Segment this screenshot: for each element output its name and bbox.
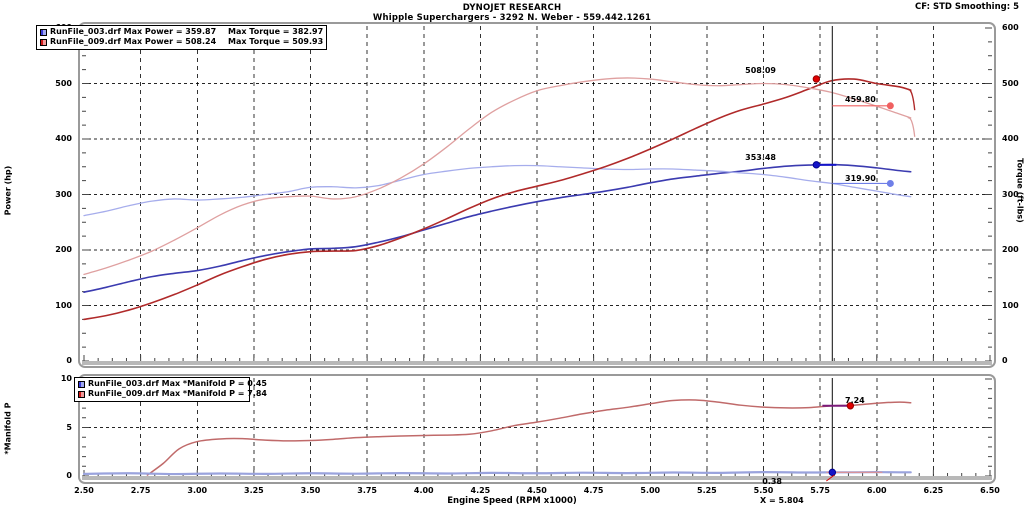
y-tick-torque-600: 600 [1002, 23, 1019, 32]
x-tick-5.25: 5.25 [697, 486, 717, 495]
legend-torque-run003: Max Torque = 382.97 [228, 27, 324, 36]
x-tick-2.50: 2.50 [74, 486, 94, 495]
legend-label-run009: RunFile_009.drf Max Power = 508.24 [50, 37, 217, 46]
legend-boost-run003: RunFile_003.drf Max *Manifold P = 0.45 [88, 379, 267, 388]
manifold-pressure-plot-area[interactable] [80, 376, 994, 482]
marker-power-009 [812, 75, 821, 83]
x-axis-title: Engine Speed (RPM x1000) [447, 496, 577, 506]
header-title-line1: DYNOJET RESEARCH [462, 3, 562, 13]
x-tick-5.00: 5.00 [640, 486, 661, 495]
y-axis-title-power: Power (hp) [3, 165, 13, 216]
boost-curve-1 [82, 471, 912, 476]
legend-power-torque: RunFile_003.drf Max Power = 359.87 Max T… [36, 25, 328, 50]
legend-swatch-blue-icon [40, 28, 47, 36]
legend-swatch-red-icon [78, 390, 85, 398]
header-title-line2: Whipple Superchargers - 3292 N. Weber - … [372, 13, 652, 23]
y-tick-power-500: 500 [55, 78, 72, 88]
x-tick-4.75: 4.75 [583, 486, 604, 495]
x-tick-6.50: 6.50 [980, 486, 1000, 495]
y-tick-manifold-0: 0 [66, 471, 72, 480]
curve-2 [83, 78, 912, 321]
annotation-torque-009: 459.80 [845, 95, 876, 104]
annotation-power-003: 353.48 [745, 153, 776, 162]
annotation-torque-003: 319.90 [845, 174, 876, 183]
curve-0 [83, 163, 912, 293]
x-tick-3.50: 3.50 [300, 486, 321, 495]
y-tick-manifold-10: 10 [60, 374, 72, 383]
power-torque-plot-panel [78, 22, 996, 368]
y-tick-torque-200: 200 [1002, 245, 1019, 254]
x-tick-2.75: 2.75 [130, 486, 151, 495]
marker-boost-009 [846, 402, 855, 410]
y-tick-torque-100: 100 [1002, 300, 1019, 310]
cf-smoothing-label: CF: STD Smoothing: 5 [915, 2, 1019, 12]
legend-manifold-pressure: RunFile_003.drf Max *Manifold P = 0.45 R… [74, 377, 267, 402]
legend-row: RunFile_003.drf Max *Manifold P = 0.45 [78, 379, 267, 389]
y-tick-power-100: 100 [55, 300, 72, 310]
y-axis-title-manifold-pressure: *Manifold P [3, 402, 13, 455]
x-tick-5.75: 5.75 [810, 486, 830, 495]
boost-curve-0 [146, 399, 912, 476]
cursor-x-readout: X = 5.804 [760, 496, 804, 505]
legend-swatch-blue-icon [78, 380, 85, 388]
annotation-power-009: 508.09 [745, 66, 776, 75]
x-tick-6.25: 6.25 [923, 486, 944, 495]
manifold-pressure-curves [82, 378, 992, 482]
x-tick-4.00: 4.00 [413, 486, 434, 495]
y-tick-power-200: 200 [55, 245, 72, 254]
y-tick-torque-400: 400 [1002, 134, 1019, 143]
x-tick-4.50: 4.50 [527, 486, 547, 495]
legend-swatch-red-icon [40, 38, 47, 46]
marker-boost-003 [828, 468, 837, 477]
annotation-boost-003: 0.38 [762, 477, 782, 486]
legend-row: RunFile_009.drf Max Power = 508.24 Max T… [40, 37, 323, 47]
x-tick-4.25: 4.25 [470, 486, 491, 495]
curve-3 [83, 77, 912, 276]
y-tick-torque-500: 500 [1002, 78, 1019, 88]
power-torque-curves [82, 26, 992, 365]
y-tick-torque-0: 0 [1002, 356, 1008, 365]
y-tick-torque-300: 300 [1002, 189, 1019, 199]
x-tick-3.25: 3.25 [244, 486, 264, 495]
x-tick-6.00: 6.00 [866, 486, 887, 495]
legend-row: RunFile_003.drf Max Power = 359.87 Max T… [40, 27, 323, 37]
y-tick-power-400: 400 [55, 134, 72, 143]
legend-row: RunFile_009.drf Max *Manifold P = 7.84 [78, 389, 267, 399]
y-tick-power-300: 300 [55, 189, 72, 199]
legend-label-run003: RunFile_003.drf Max Power = 359.87 [50, 27, 217, 36]
curve-1 [83, 164, 912, 217]
x-tick-5.50: 5.50 [753, 486, 774, 495]
y-tick-power-0: 0 [66, 356, 72, 365]
power-torque-plot-area[interactable] [80, 24, 994, 366]
legend-boost-run009: RunFile_009.drf Max *Manifold P = 7.84 [88, 389, 267, 398]
x-tick-3.75: 3.75 [357, 486, 377, 495]
legend-torque-run009: Max Torque = 509.93 [228, 37, 324, 46]
y-tick-manifold-5: 5 [66, 422, 72, 432]
x-tick-3.00: 3.00 [187, 486, 208, 495]
annotation-boost-009: 7.24 [845, 396, 865, 405]
